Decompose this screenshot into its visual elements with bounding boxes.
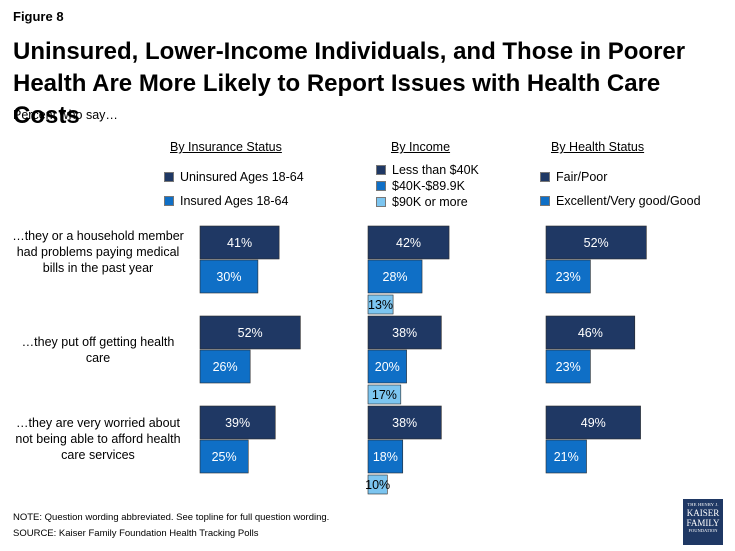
legend-item: Fair/Poor [540, 169, 701, 185]
group-title-income: By Income [391, 140, 451, 154]
bar [545, 405, 641, 440]
bar [367, 225, 450, 260]
data-label: 38% [392, 326, 417, 340]
legend-label: $90K or more [392, 195, 468, 209]
data-label: 39% [225, 416, 250, 430]
data-label: 10% [365, 478, 390, 492]
chart-subtitle: Percent who say… [13, 108, 118, 122]
bar [367, 294, 394, 315]
legend-insurance: Uninsured Ages 18-64 Insured Ages 18-64 [164, 169, 304, 209]
data-label: 17% [372, 388, 397, 402]
question-label-put-off: …they put off getting health care [21, 335, 175, 365]
legend-swatch [164, 196, 174, 206]
data-label: 52% [584, 236, 609, 250]
legend-swatch [376, 165, 386, 175]
data-label: 28% [383, 270, 408, 284]
bar [545, 349, 591, 384]
data-label: 26% [213, 360, 238, 374]
bar [545, 225, 647, 260]
legend-health: Fair/Poor Excellent/Very good/Good [540, 169, 701, 209]
legend-item: Less than $40K [376, 162, 479, 178]
bar [199, 405, 276, 440]
bar [199, 225, 280, 260]
bar [545, 259, 591, 294]
question-label-bills: …they or a household member had problems… [12, 229, 184, 275]
footnote: NOTE: Question wording abbreviated. See … [13, 510, 329, 542]
bar [367, 315, 442, 350]
question-label-worried: …they are very worried about not being a… [15, 416, 181, 462]
legend-label: Excellent/Very good/Good [556, 194, 701, 208]
group-title-health: By Health Status [551, 140, 645, 154]
data-label: 21% [554, 450, 579, 464]
bar [367, 259, 423, 294]
data-label: 23% [556, 360, 581, 374]
bar [545, 439, 587, 474]
bar [199, 349, 251, 384]
logo-line: KAISER [686, 507, 720, 518]
data-label: 23% [556, 270, 581, 284]
legend-item: Uninsured Ages 18-64 [164, 169, 304, 185]
logo-line: FAMILY [686, 517, 720, 528]
data-label: 52% [238, 326, 263, 340]
legend-label: Fair/Poor [556, 170, 608, 184]
logo-line: FOUNDATION [688, 527, 718, 533]
legend-swatch [540, 196, 550, 206]
kff-logo: THE HENRY J. KAISER FAMILY FOUNDATION [683, 499, 723, 545]
data-label: 42% [396, 236, 421, 250]
bar [199, 315, 301, 350]
legend-income: Less than $40K $40K-$89.9K $90K or more [376, 162, 479, 210]
source-text: SOURCE: Kaiser Family Foundation Health … [13, 528, 259, 539]
data-label: 18% [373, 450, 398, 464]
legend-label: Insured Ages 18-64 [180, 194, 289, 208]
bar [199, 439, 249, 474]
legend-label: $40K-$89.9K [392, 179, 465, 193]
bar [367, 474, 388, 495]
bar [367, 384, 402, 405]
bar [367, 405, 442, 440]
bar [367, 349, 407, 384]
group-title-insurance: By Insurance Status [170, 140, 282, 154]
legend-item: $40K-$89.9K [376, 178, 479, 194]
data-label: 38% [392, 416, 417, 430]
data-label: 20% [375, 360, 400, 374]
legend-swatch [376, 181, 386, 191]
data-label: 30% [216, 270, 241, 284]
bar [199, 259, 259, 294]
legend-swatch [164, 172, 174, 182]
legend-swatch [540, 172, 550, 182]
data-label: 25% [212, 450, 237, 464]
data-label: 49% [581, 416, 606, 430]
data-label: 13% [368, 298, 393, 312]
legend-item: Insured Ages 18-64 [164, 193, 304, 209]
legend-swatch [376, 197, 386, 207]
note-text: NOTE: Question wording abbreviated. See … [13, 512, 330, 523]
legend-label: Uninsured Ages 18-64 [180, 170, 304, 184]
bar [545, 315, 636, 350]
legend-label: Less than $40K [392, 163, 479, 177]
legend-item: Excellent/Very good/Good [540, 193, 701, 209]
figure-label: Figure 8 [13, 9, 64, 24]
chart-title: Uninsured, Lower-Income Individuals, and… [13, 38, 686, 129]
data-label: 46% [578, 326, 603, 340]
data-label: 41% [227, 236, 252, 250]
bar [367, 439, 404, 474]
legend-item: $90K or more [376, 194, 479, 210]
logo-line: THE HENRY J. [687, 502, 719, 507]
